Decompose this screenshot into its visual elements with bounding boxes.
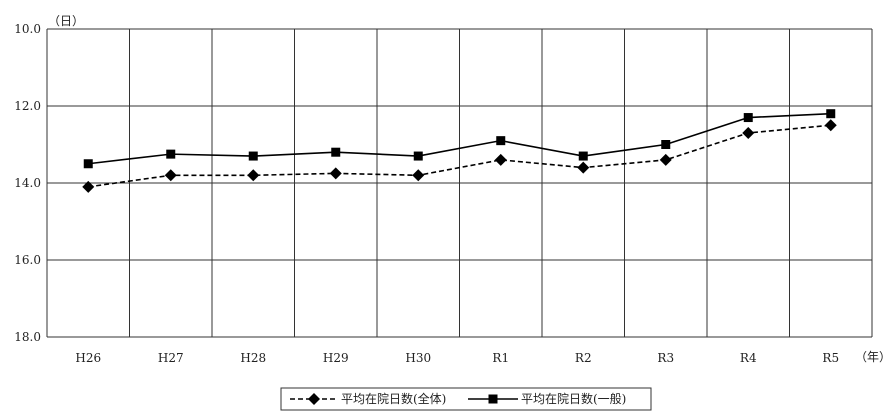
series-line xyxy=(88,112,831,165)
data-point-square xyxy=(496,136,506,146)
data-point-diamond xyxy=(494,153,507,166)
data-point-square xyxy=(661,140,671,149)
x-tick-label: R2 xyxy=(575,351,592,365)
series-2 xyxy=(83,109,836,169)
data-point-diamond xyxy=(164,169,177,182)
series-1 xyxy=(82,119,837,193)
x-unit-label: （年） xyxy=(855,350,890,364)
y-tick-label: 12.0 xyxy=(14,99,41,113)
x-tick-label: R4 xyxy=(740,351,757,365)
data-point-diamond xyxy=(577,161,590,174)
y-axis-ticks: 10.0 12.0 14.0 16.0 18.0 xyxy=(14,22,41,344)
data-point-square xyxy=(488,394,498,404)
data-point-diamond xyxy=(824,119,837,132)
y-tick-label: 14.0 xyxy=(14,176,41,190)
x-tick-label: H30 xyxy=(405,351,431,365)
chart-grid xyxy=(46,28,873,338)
data-point-diamond xyxy=(659,153,672,166)
x-tick-label: R5 xyxy=(822,351,839,365)
y-unit-label: （日） xyxy=(48,14,84,28)
data-point-diamond xyxy=(247,169,260,182)
legend-label: 平均在院日数(全体) xyxy=(341,391,446,406)
y-tick-label: 10.0 xyxy=(14,22,41,36)
x-tick-label: R3 xyxy=(657,351,674,365)
x-tick-label: R1 xyxy=(492,351,509,365)
data-point-square xyxy=(578,151,588,161)
y-tick-label: 16.0 xyxy=(14,253,41,267)
x-tick-label: H29 xyxy=(323,351,349,365)
data-point-diamond xyxy=(742,126,755,139)
x-axis-ticks: H26 H27 H28 H29 H30 R1 R2 R3 R4 R5 xyxy=(75,351,839,365)
y-tick-label: 18.0 xyxy=(14,330,41,344)
data-point-square xyxy=(331,147,341,157)
data-point-square xyxy=(413,151,423,161)
data-point-square xyxy=(826,109,836,119)
chart-series xyxy=(82,109,837,193)
legend-label: 平均在院日数(一般) xyxy=(521,391,626,406)
data-point-diamond xyxy=(412,169,425,182)
legend-box xyxy=(280,387,652,411)
chart-legend: 平均在院日数(全体) 平均在院日数(一般) xyxy=(280,387,652,411)
data-point-square xyxy=(83,159,93,169)
data-point-square xyxy=(166,149,176,159)
data-point-square xyxy=(248,151,258,161)
x-tick-label: H28 xyxy=(240,351,266,365)
series-line xyxy=(88,124,831,188)
data-point-diamond xyxy=(82,180,95,193)
x-tick-label: H26 xyxy=(75,351,101,365)
x-tick-label: H27 xyxy=(158,351,184,365)
data-point-diamond xyxy=(329,167,342,180)
data-point-diamond xyxy=(308,393,320,405)
data-point-square xyxy=(743,113,753,123)
